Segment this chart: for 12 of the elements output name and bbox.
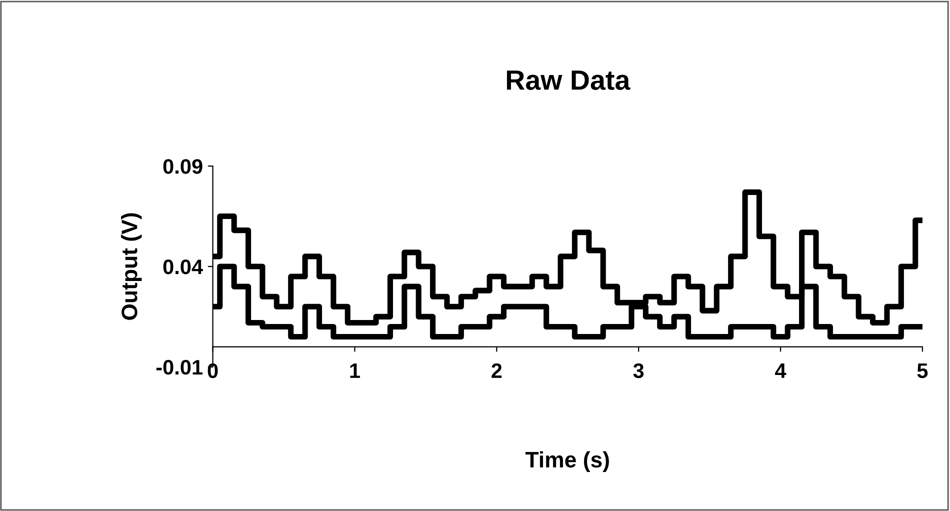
y-tick-label: 0.04 xyxy=(163,259,203,274)
x-tick-label: 5 xyxy=(917,364,928,378)
y-tick-label: 0.09 xyxy=(163,159,202,174)
x-tick-label: 3 xyxy=(633,363,644,378)
x-tick-label: 0 xyxy=(208,363,218,378)
x-axis-title: Time (s) xyxy=(525,451,609,472)
x-tick-label: 2 xyxy=(492,363,502,378)
chart-title: Raw Data xyxy=(506,70,630,90)
x-tick-label: 1 xyxy=(350,364,360,378)
x-tick-label: 4 xyxy=(775,364,786,378)
y-axis-title: Output (V) xyxy=(120,213,142,320)
y-tick-label: -0.01 xyxy=(156,360,202,375)
